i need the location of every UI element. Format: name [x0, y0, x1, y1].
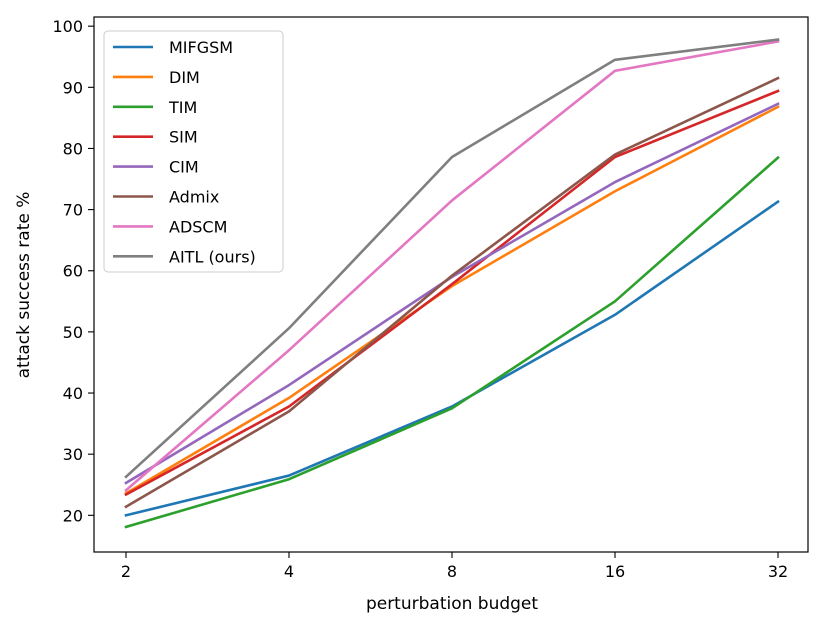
x-tick-label-2: 2: [121, 562, 131, 581]
x-tick-label-32: 32: [768, 562, 788, 581]
series-line-mifgsm: [124, 199, 780, 517]
legend-label-aitl-ours: AITL (ours): [169, 247, 256, 266]
series-line-aitl-ours: [124, 38, 780, 479]
axes-ticks-group: 2 4 8 16 32 20 30 40 50 60 70 80 90 100: [52, 17, 788, 581]
y-tick-label-30: 30: [63, 445, 83, 464]
series-layer: [124, 38, 780, 529]
plot-frame: [93, 16, 809, 553]
legend-label-cim: CIM: [169, 158, 199, 177]
y-tick-label-50: 50: [63, 323, 83, 342]
y-tick-label-40: 40: [63, 384, 83, 403]
legend: MIFGSM DIM TIM SIM CIM Admix ADSCM AITL (ours): [103, 30, 284, 273]
legend-label-tim: TIM: [168, 98, 197, 117]
series-line-adscm: [124, 39, 780, 493]
legend-label-dim: DIM: [169, 68, 200, 87]
x-tick-label-16: 16: [605, 562, 625, 581]
x-tick-label-4: 4: [284, 562, 294, 581]
y-tick-label-80: 80: [63, 139, 83, 158]
legend-label-adscm: ADSCM: [169, 217, 227, 236]
series-line-dim: [124, 105, 780, 496]
series-line-tim: [124, 155, 780, 529]
legend-label-mifgsm: MIFGSM: [169, 38, 233, 57]
legend-label-admix: Admix: [169, 188, 219, 207]
y-tick-label-90: 90: [63, 78, 83, 97]
y-tick-label-100: 100: [52, 17, 83, 36]
legend-label-sim: SIM: [169, 128, 198, 147]
x-tick-label-8: 8: [447, 562, 457, 581]
legend-box: [103, 30, 284, 273]
series-line-admix: [124, 76, 780, 509]
y-tick-label-70: 70: [63, 201, 83, 220]
series-line-sim: [124, 89, 780, 497]
x-axis-label: perturbation budget: [366, 594, 538, 614]
y-tick-label-60: 60: [63, 262, 83, 281]
y-axis-label: attack success rate %: [14, 192, 34, 379]
y-tick-label-20: 20: [63, 506, 83, 525]
